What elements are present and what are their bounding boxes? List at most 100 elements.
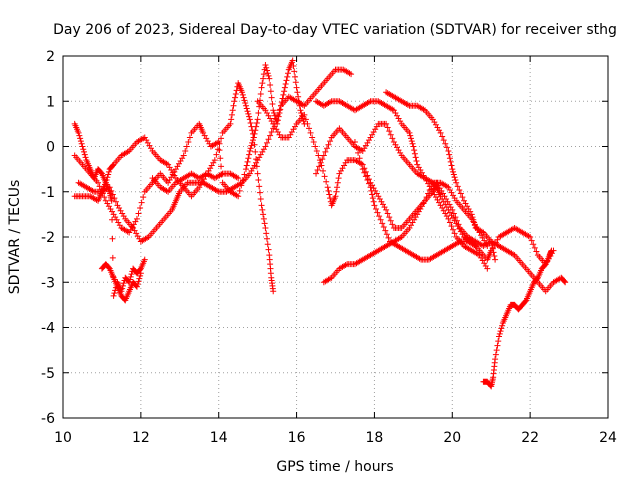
- data-point: [258, 202, 265, 209]
- data-point: [450, 226, 457, 233]
- data-point: [385, 234, 392, 241]
- data-point: [243, 105, 250, 112]
- data-point: [450, 171, 457, 178]
- data-point: [332, 193, 339, 200]
- data-point: [374, 209, 381, 216]
- data-point: [134, 233, 141, 240]
- data-point: [230, 102, 237, 109]
- data-point: [132, 218, 139, 225]
- data-point: [488, 238, 495, 245]
- data-point: [109, 191, 116, 198]
- data-point: [389, 221, 396, 228]
- data-point: [364, 176, 371, 183]
- data-point: [262, 224, 269, 231]
- data-point: [241, 97, 248, 104]
- data-point: [146, 142, 153, 149]
- data-point: [386, 128, 393, 135]
- data-point: [231, 98, 238, 105]
- data-point: [495, 338, 502, 345]
- data-point: [376, 213, 383, 220]
- data-point: [314, 167, 321, 174]
- data-point: [395, 115, 402, 122]
- data-point: [313, 148, 320, 155]
- data-point: [251, 130, 258, 137]
- data-point: [450, 168, 457, 175]
- data-point: [267, 81, 274, 88]
- data-point: [110, 211, 117, 218]
- data-point: [326, 191, 333, 198]
- data-point: [265, 246, 272, 253]
- series-track-6: [320, 179, 557, 286]
- data-point: [256, 183, 263, 190]
- data-point: [434, 196, 441, 203]
- series-track-4: [75, 66, 355, 245]
- data-point: [437, 129, 444, 136]
- data-point: [263, 67, 270, 74]
- data-point: [440, 207, 447, 214]
- data-point: [136, 275, 143, 282]
- data-point: [384, 124, 391, 131]
- data-point: [119, 282, 126, 289]
- data-point: [309, 134, 316, 141]
- data-point: [325, 187, 332, 194]
- data-point: [77, 135, 84, 142]
- data-point: [81, 148, 88, 155]
- data-point: [110, 292, 117, 299]
- data-point: [259, 80, 266, 87]
- data-point: [264, 70, 271, 77]
- data-point: [333, 188, 340, 195]
- data-point: [263, 139, 270, 146]
- data-point: [497, 328, 504, 335]
- data-point: [211, 157, 218, 164]
- data-point: [482, 262, 489, 269]
- data-point: [376, 195, 383, 202]
- data-point: [77, 138, 84, 145]
- data-point: [384, 210, 391, 217]
- data-point: [408, 138, 415, 145]
- data-point: [245, 110, 252, 117]
- data-point: [488, 242, 495, 249]
- data-point: [128, 271, 135, 278]
- data-point: [371, 202, 378, 209]
- data-point: [406, 129, 413, 136]
- data-point: [335, 175, 342, 182]
- data-point: [432, 194, 439, 201]
- data-point: [259, 206, 266, 213]
- data-point: [368, 187, 375, 194]
- x-axis-label: GPS time / hours: [276, 459, 393, 475]
- data-point: [174, 163, 181, 170]
- y-tick-label: 1: [46, 94, 55, 110]
- data-point: [228, 116, 235, 123]
- data-point: [369, 195, 376, 202]
- data-point: [531, 244, 538, 251]
- series-track-9: [313, 120, 491, 250]
- data-point: [364, 139, 371, 146]
- data-point: [253, 123, 260, 130]
- data-point: [481, 260, 488, 267]
- data-point: [370, 129, 377, 136]
- data-point: [446, 219, 453, 226]
- data-point: [276, 131, 283, 138]
- data-point: [246, 113, 253, 120]
- data-point: [257, 91, 264, 98]
- data-point: [410, 143, 417, 150]
- data-point: [561, 278, 568, 285]
- data-point: [492, 256, 499, 263]
- data-point: [113, 216, 120, 223]
- data-point: [437, 202, 444, 209]
- data-point: [215, 138, 222, 145]
- data-point: [297, 107, 304, 114]
- data-point: [96, 183, 103, 190]
- data-point: [250, 134, 257, 141]
- data-point: [334, 184, 341, 191]
- data-point: [186, 134, 193, 141]
- data-point: [270, 288, 277, 295]
- data-point: [484, 265, 491, 272]
- series-track-5: [254, 98, 569, 295]
- x-tick-label: 20: [443, 430, 461, 446]
- data-point: [494, 236, 501, 243]
- data-point: [254, 116, 261, 123]
- data-point: [440, 137, 447, 144]
- data-point: [239, 89, 246, 96]
- data-point: [78, 140, 85, 147]
